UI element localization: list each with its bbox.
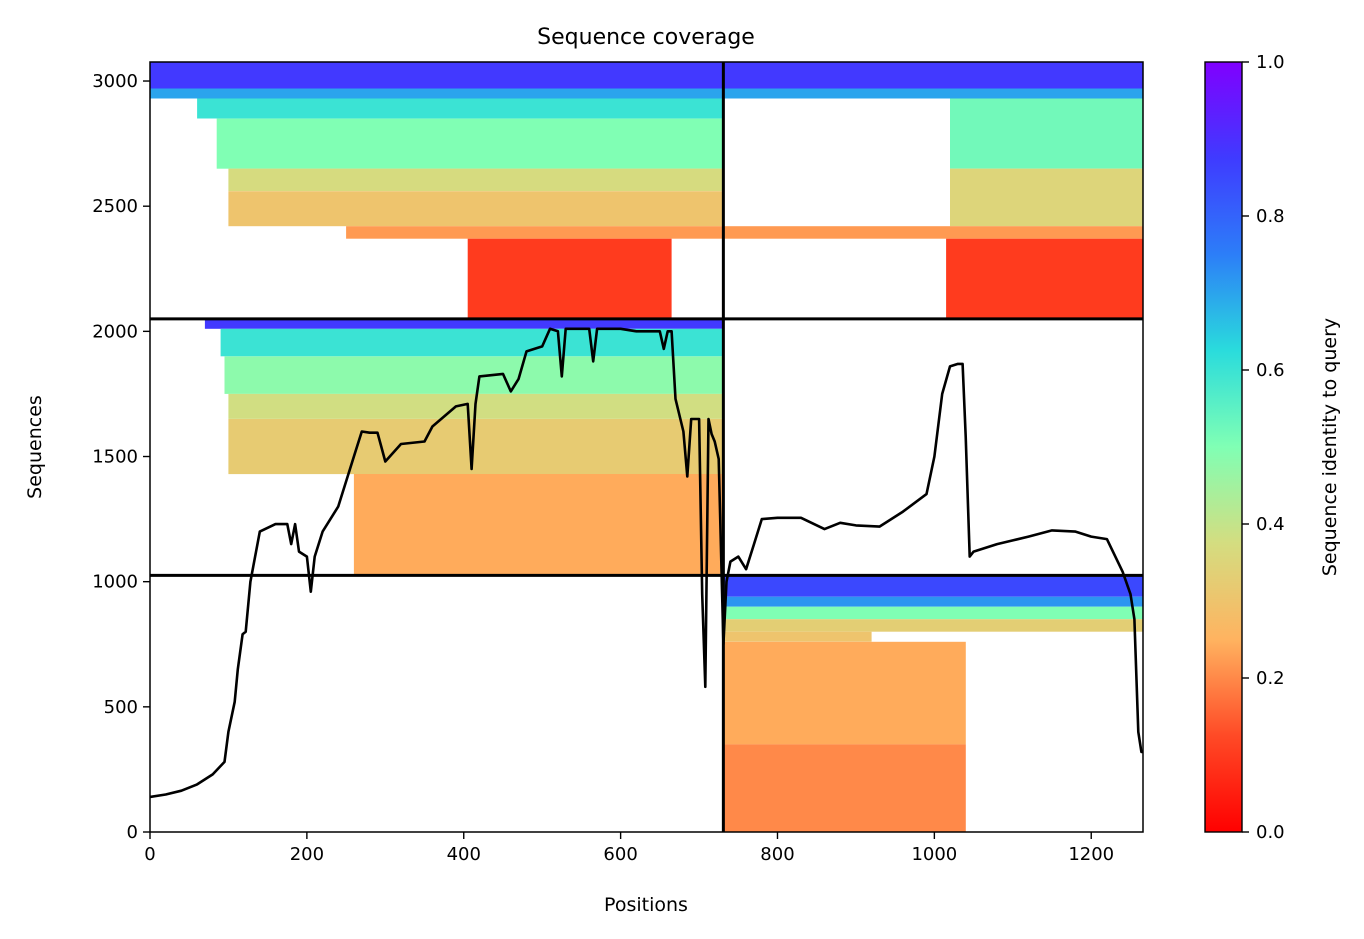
coverage-block-1-1	[220, 328, 724, 357]
colorbar-tick-label-4: 0.8	[1256, 206, 1285, 227]
colorbar-label: Sequence identity to query	[1319, 318, 1341, 576]
x-tick-label-0: 0	[144, 844, 155, 865]
coverage-block-0-2	[197, 98, 724, 119]
coverage-blocks	[150, 62, 1143, 832]
y-axis: 0 500 1000 1500 2000 2500 3000	[92, 71, 150, 843]
y-tick-label-6: 3000	[92, 71, 138, 92]
x-tick-label-6: 1200	[1068, 844, 1114, 865]
x-tick-label-1: 200	[290, 844, 324, 865]
coverage-block-2-3	[723, 619, 1143, 632]
coverage-block-0-12	[723, 226, 1143, 239]
coverage-line	[150, 327, 1143, 799]
coverage-block-0-6	[346, 226, 724, 239]
coverage-block-1-0	[204, 318, 724, 329]
colorbar-tick-label-5: 1.0	[1256, 52, 1285, 73]
y-tick-label-3: 1500	[92, 447, 138, 468]
x-tick-label-3: 600	[603, 844, 637, 865]
colorbar	[1204, 61, 1243, 833]
y-tick-label-4: 2000	[92, 321, 138, 342]
coverage-block-2-4	[723, 631, 872, 642]
coverage-block-0-1	[150, 88, 724, 99]
colorbar-ticks: 0.0 0.2 0.4 0.6 0.8 1.0	[1242, 52, 1285, 843]
coverage-block-0-3	[216, 118, 724, 169]
x-tick-label-2: 400	[447, 844, 481, 865]
coverage-block-0-5	[228, 191, 724, 227]
x-tick-label-4: 800	[760, 844, 794, 865]
x-axis: 0 200 400 600 800 1000 1200	[144, 832, 1114, 865]
coverage-block-1-4	[228, 419, 724, 475]
x-axis-label: Positions	[604, 894, 688, 916]
y-tick-label-1: 500	[104, 697, 138, 718]
colorbar-tick-label-1: 0.2	[1256, 668, 1285, 689]
coverage-block-0-4	[228, 168, 724, 192]
coverage-block-1-5	[353, 474, 724, 576]
coverage-block-1-2	[224, 356, 724, 394]
y-tick-label-0: 0	[127, 822, 138, 843]
chart-title: Sequence coverage	[537, 25, 755, 50]
coverage-block-2-6	[723, 744, 966, 832]
coverage-block-2-5	[723, 641, 966, 745]
coverage-block-0-7	[467, 238, 672, 319]
coverage-block-2-2	[723, 606, 1143, 620]
y-tick-label-5: 2500	[92, 196, 138, 217]
coverage-block-0-11	[950, 168, 1143, 227]
coverage-block-0-9	[723, 88, 1143, 99]
y-tick-label-2: 1000	[92, 572, 138, 593]
coverage-line-group	[150, 327, 1143, 799]
colorbar-tick-label-0: 0.0	[1256, 822, 1285, 843]
coverage-block-2-1	[723, 596, 1143, 607]
coverage-block-0-8	[723, 62, 1143, 89]
plot-frame	[149, 61, 1144, 833]
separator-lines	[150, 62, 1143, 832]
colorbar-tick-label-3: 0.6	[1256, 360, 1285, 381]
colorbar-tick-label-2: 0.4	[1256, 514, 1285, 535]
x-tick-label-5: 1000	[911, 844, 957, 865]
coverage-block-0-13	[946, 238, 1143, 319]
y-axis-label: Sequences	[24, 395, 46, 499]
coverage-block-2-0	[723, 575, 1143, 597]
coverage-block-0-0	[150, 62, 724, 89]
coverage-block-0-10	[950, 98, 1143, 169]
